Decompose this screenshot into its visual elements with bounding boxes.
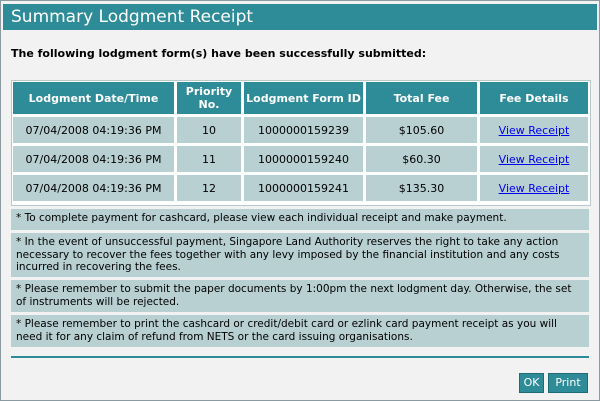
row2-priority: 11 xyxy=(177,146,241,172)
row3-form-id: 1000000159241 xyxy=(244,175,363,201)
col-header-form-id: Lodgment Form ID xyxy=(244,82,363,114)
row2-fee-details: View Receipt xyxy=(480,146,588,172)
view-receipt-link[interactable]: View Receipt xyxy=(498,123,570,137)
row3-fee-details: View Receipt xyxy=(480,175,588,201)
intro-text: The following lodgment form(s) have been… xyxy=(11,47,427,60)
note-cashcard: * To complete payment for cashcard, plea… xyxy=(11,209,589,230)
notes-section: * To complete payment for cashcard, plea… xyxy=(11,209,589,347)
lodgment-table: Lodgment Date/Time Priority No. Lodgment… xyxy=(11,80,591,206)
col-header-priority: Priority No. xyxy=(177,82,241,114)
col-header-total-fee: Total Fee xyxy=(366,82,477,114)
note-unsuccessful-payment: * In the event of unsuccessful payment, … xyxy=(11,233,589,277)
window-title: Summary Lodgment Receipt xyxy=(3,4,597,30)
note-paper-documents: * Please remember to submit the paper do… xyxy=(11,280,589,312)
row2-fee: $60.30 xyxy=(366,146,477,172)
col-header-datetime: Lodgment Date/Time xyxy=(13,82,174,114)
row2-form-id: 1000000159240 xyxy=(244,146,363,172)
divider xyxy=(11,356,589,358)
row1-form-id: 1000000159239 xyxy=(244,117,363,143)
ok-button[interactable]: OK xyxy=(519,373,544,393)
row3-priority: 12 xyxy=(177,175,241,201)
row1-datetime: 07/04/2008 04:19:36 PM xyxy=(13,117,174,143)
row1-fee: $105.60 xyxy=(366,117,477,143)
view-receipt-link[interactable]: View Receipt xyxy=(498,181,570,195)
row3-datetime: 07/04/2008 04:19:36 PM xyxy=(13,175,174,201)
row3-fee: $135.30 xyxy=(366,175,477,201)
row1-fee-details: View Receipt xyxy=(480,117,588,143)
row2-datetime: 07/04/2008 04:19:36 PM xyxy=(13,146,174,172)
print-button[interactable]: Print xyxy=(548,373,588,393)
row1-priority: 10 xyxy=(177,117,241,143)
view-receipt-link[interactable]: View Receipt xyxy=(498,152,570,166)
col-header-fee-details: Fee Details xyxy=(480,82,588,114)
note-print-receipt: * Please remember to print the cashcard … xyxy=(11,315,589,347)
